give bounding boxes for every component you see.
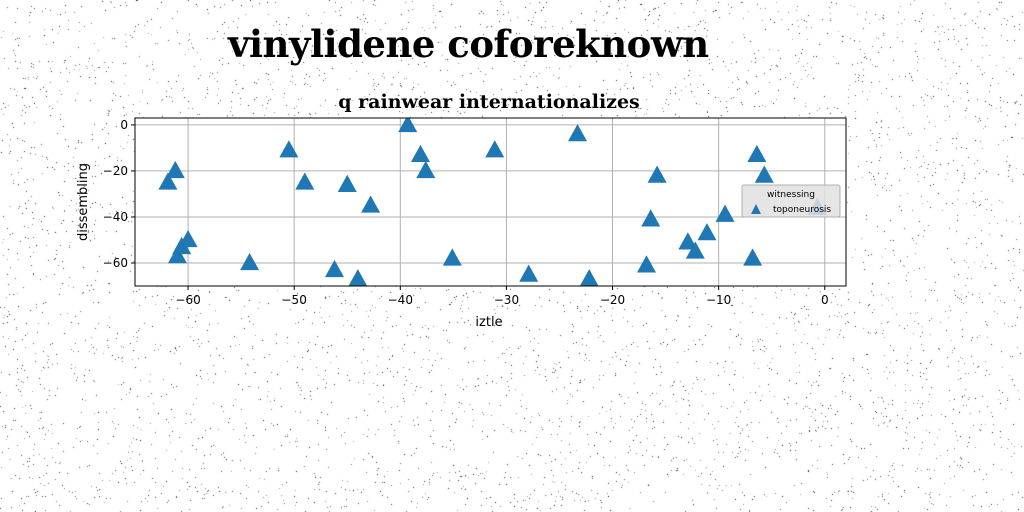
data-point-triangle	[743, 248, 763, 266]
x-axis-label: iztle	[475, 315, 502, 330]
x-tick-label: 0	[821, 293, 829, 307]
data-point-triangle	[165, 160, 185, 179]
data-point-triangle	[697, 223, 717, 241]
x-axis-ticks: −60 −50 −40 −30 −20 −10 0	[175, 286, 829, 307]
data-point-triangle	[519, 264, 539, 282]
figure-title: vinylidene coforeknown	[228, 22, 709, 66]
plot-frame	[134, 117, 847, 287]
data-point-triangle	[641, 209, 661, 227]
data-point-triangle	[348, 269, 368, 286]
data-point-triangle	[678, 232, 698, 250]
data-point-triangle	[167, 246, 187, 264]
y-tick-label: −20	[103, 164, 128, 178]
data-point-triangle	[485, 140, 505, 158]
data-point-triangle	[636, 255, 656, 273]
data-point-triangle	[647, 165, 667, 183]
data-point-triangle	[279, 140, 299, 158]
data-point-triangle	[325, 259, 345, 278]
data-point-triangle	[754, 165, 774, 183]
y-axis-label: dissembling	[76, 163, 91, 241]
y-tick-label: −40	[103, 210, 128, 224]
data-point-triangle	[410, 144, 430, 163]
y-tick-label: 0	[120, 118, 128, 132]
data-point-triangle	[337, 174, 357, 192]
data-point-triangle	[579, 269, 599, 286]
legend-entry: toponeurosis	[773, 205, 831, 215]
data-point-triangle	[568, 124, 588, 142]
x-tick-label: −60	[175, 293, 200, 307]
data-point-triangle	[295, 172, 315, 190]
data-point-triangle	[398, 118, 418, 133]
legend-box	[741, 184, 841, 218]
legend-title: witnessing	[767, 190, 815, 200]
y-tick-label: −60	[103, 256, 128, 270]
data-point-triangle	[178, 229, 198, 248]
x-tick-label: −50	[282, 293, 307, 307]
data-point-triangle	[361, 195, 381, 213]
data-point-triangle	[240, 252, 260, 271]
data-point-triangle	[158, 172, 178, 190]
legend-marker-triangle	[751, 204, 761, 214]
data-point-triangle	[442, 248, 462, 266]
x-tick-label: −20	[600, 293, 625, 307]
legend: witnessing toponeurosis	[741, 184, 841, 218]
data-points	[158, 118, 827, 286]
data-point-triangle	[416, 160, 436, 179]
x-tick-label: −40	[388, 293, 413, 307]
plot-area	[135, 118, 846, 286]
y-axis-ticks: 0 −20 −40 −60	[103, 118, 135, 270]
chart-title: q rainwear internationalizes	[338, 91, 639, 113]
data-point-triangle	[685, 241, 705, 259]
x-tick-label: −10	[706, 293, 731, 307]
data-point-triangle	[715, 204, 735, 222]
data-point-triangle	[747, 144, 767, 163]
x-tick-label: −30	[494, 293, 519, 307]
